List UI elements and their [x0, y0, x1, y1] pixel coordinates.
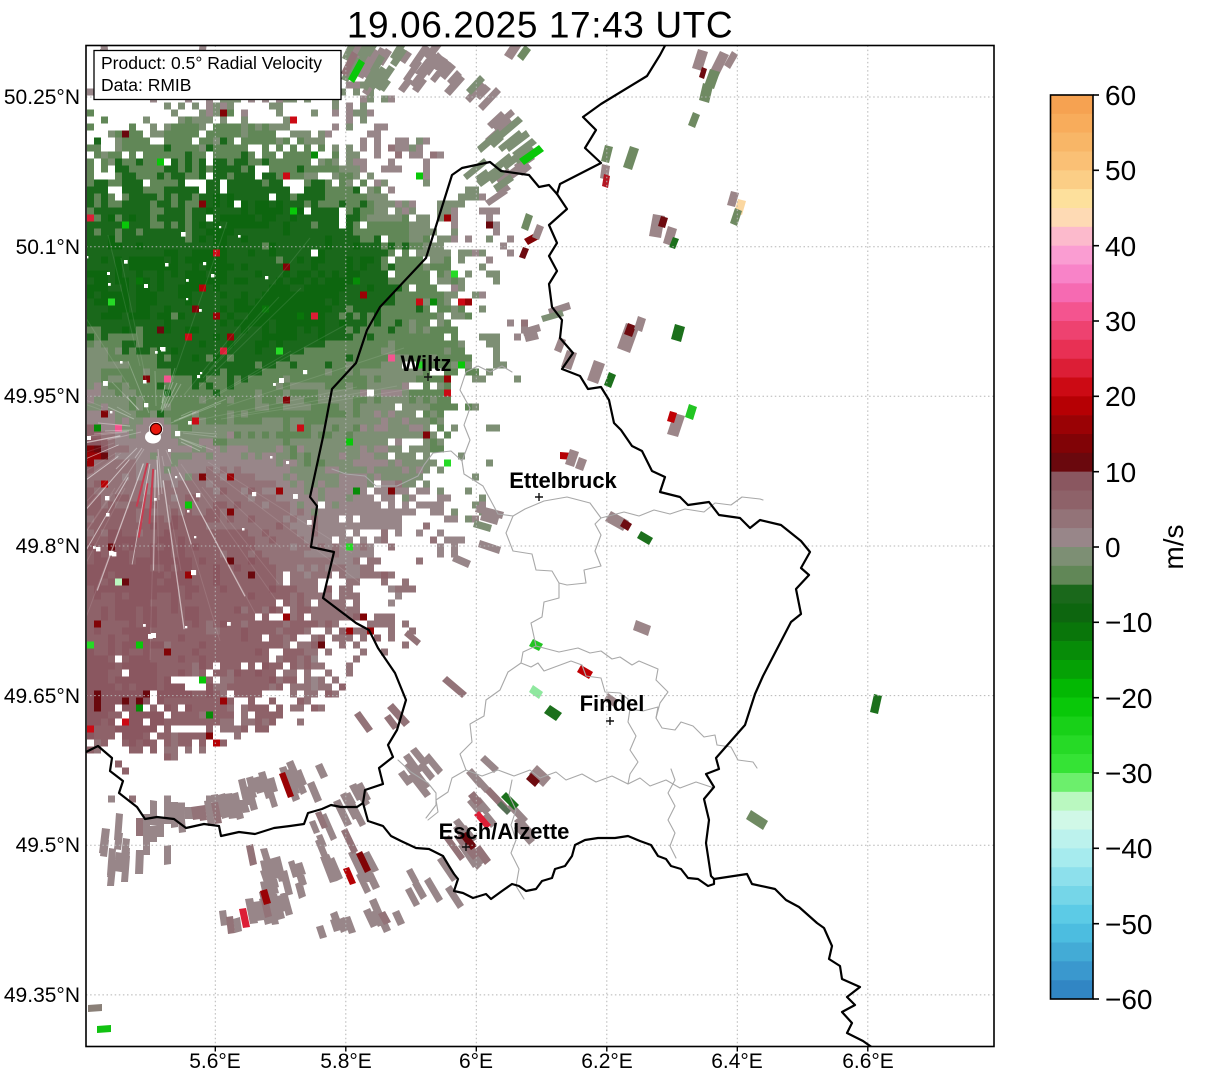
svg-text:60: 60 [1105, 80, 1136, 111]
svg-text:Esch/Alzette: Esch/Alzette [439, 819, 570, 844]
svg-text:−40: −40 [1105, 833, 1153, 864]
svg-text:6.2°E: 6.2°E [581, 1050, 633, 1073]
svg-text:Data: RMIB: Data: RMIB [101, 75, 191, 95]
svg-text:49.8°N: 49.8°N [16, 535, 80, 558]
svg-text:−50: −50 [1105, 909, 1153, 940]
svg-text:−30: −30 [1105, 758, 1153, 789]
svg-text:6°E: 6°E [459, 1050, 493, 1073]
svg-text:50.25°N: 50.25°N [4, 86, 80, 109]
svg-text:m/s: m/s [1158, 524, 1189, 569]
svg-text:30: 30 [1105, 306, 1136, 337]
svg-text:49.95°N: 49.95°N [4, 385, 80, 408]
svg-text:Findel: Findel [580, 691, 645, 716]
svg-text:6.4°E: 6.4°E [711, 1050, 763, 1073]
svg-text:5.8°E: 5.8°E [320, 1050, 372, 1073]
svg-text:49.5°N: 49.5°N [16, 834, 80, 857]
svg-text:6.6°E: 6.6°E [842, 1050, 894, 1073]
svg-text:49.35°N: 49.35°N [4, 984, 80, 1007]
svg-text:50: 50 [1105, 155, 1136, 186]
svg-text:20: 20 [1105, 381, 1136, 412]
svg-text:50.1°N: 50.1°N [16, 236, 80, 259]
svg-text:Ettelbruck: Ettelbruck [509, 468, 617, 493]
svg-text:10: 10 [1105, 457, 1136, 488]
svg-text:49.65°N: 49.65°N [4, 685, 80, 708]
svg-text:5.6°E: 5.6°E [189, 1050, 241, 1073]
svg-text:−20: −20 [1105, 683, 1153, 714]
svg-text:0: 0 [1105, 532, 1121, 563]
svg-text:Wiltz: Wiltz [400, 351, 451, 376]
svg-text:−60: −60 [1105, 984, 1153, 1015]
svg-text:−10: −10 [1105, 607, 1153, 638]
svg-text:40: 40 [1105, 231, 1136, 262]
svg-text:Product: 0.5° Radial Velocity: Product: 0.5° Radial Velocity [101, 53, 322, 73]
svg-text:19.06.2025 17:43 UTC: 19.06.2025 17:43 UTC [347, 5, 733, 46]
